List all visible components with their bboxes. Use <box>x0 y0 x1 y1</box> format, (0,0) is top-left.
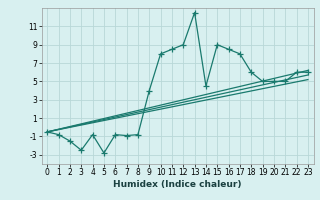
X-axis label: Humidex (Indice chaleur): Humidex (Indice chaleur) <box>113 180 242 189</box>
